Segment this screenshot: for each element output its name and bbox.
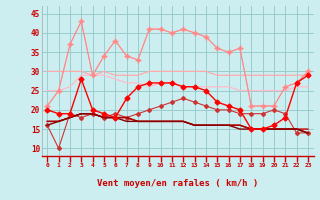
X-axis label: Vent moyen/en rafales ( km/h ): Vent moyen/en rafales ( km/h ) bbox=[97, 179, 258, 188]
